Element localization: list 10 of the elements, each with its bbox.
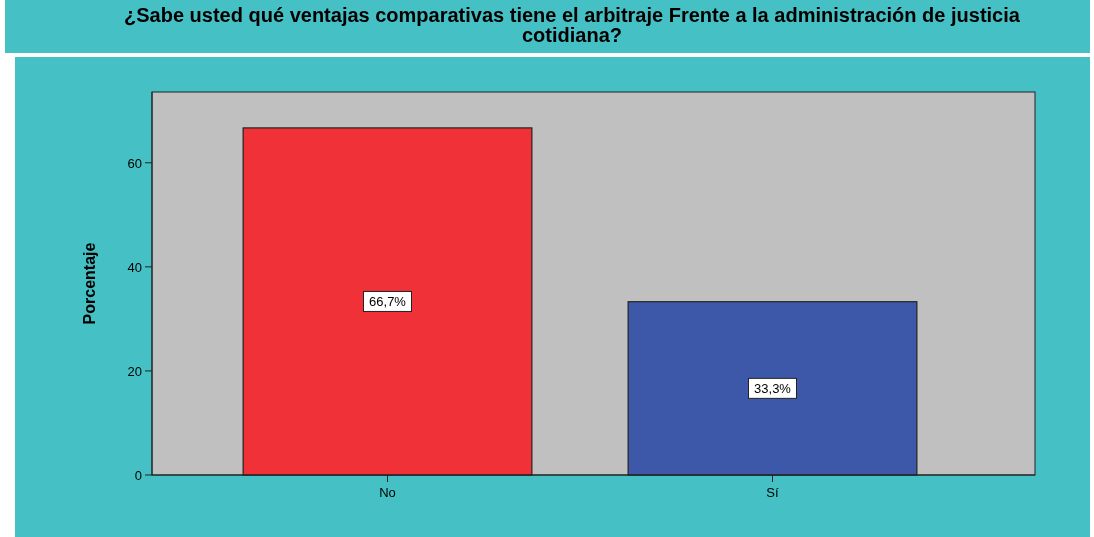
data-label: 66,7% [369,294,407,310]
x-tick-label: No [379,485,396,500]
y-tick-label: 20 [127,363,142,379]
chart-title: ¿Sabe usted qué ventajas comparativas tiene el arbitraje Frente a la administración de justicia cotidiana? [124,4,1021,46]
x-tick-label: Sí [766,485,780,500]
y-tick-label: 0 [134,468,142,483]
y-axis-title: Porcentaje [81,242,98,325]
y-tick-label: 60 [127,155,142,171]
y-tick-label: 40 [127,259,142,275]
data-label: 33,3% [754,381,792,397]
